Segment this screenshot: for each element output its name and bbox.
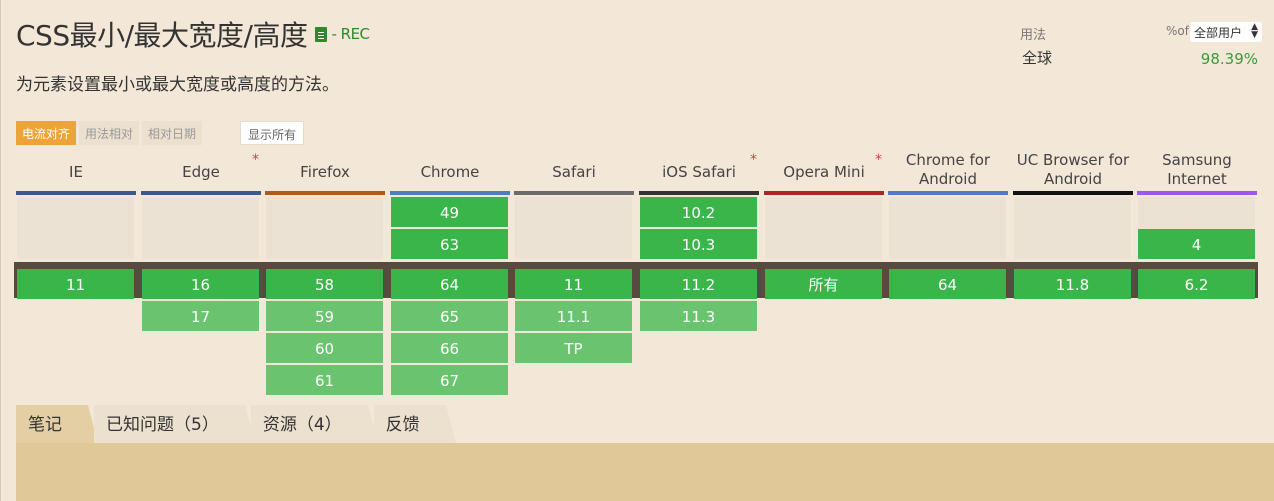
version-cell-empty[interactable] xyxy=(266,197,383,259)
browser-column: Opera Mini * xyxy=(764,150,884,195)
version-cell-future[interactable]: 60 xyxy=(266,333,383,363)
usage-panel: 用法 全球 %of 全部用户 ▲ ▼ 98.39% xyxy=(1020,22,1270,82)
version-cell-past[interactable]: 10.2 xyxy=(640,197,757,227)
tab-known-issues[interactable]: 已知问题（5） xyxy=(94,405,255,443)
tab-current-aligned[interactable]: 电流对齐 xyxy=(16,121,77,145)
tab-feedback[interactable]: 反馈 xyxy=(373,405,456,443)
usage-percent: 98.39% xyxy=(1200,50,1258,68)
version-cell-past[interactable]: 63 xyxy=(391,229,508,259)
spec-status[interactable]: - REC xyxy=(331,25,370,43)
browser-color-bar xyxy=(390,191,510,195)
browser-color-bar xyxy=(639,191,759,195)
version-cell-future[interactable]: 11.3 xyxy=(640,301,757,331)
browser-column: Firefox xyxy=(265,150,385,195)
browser-name: UC Browser for Android xyxy=(1016,151,1130,188)
version-cell-future[interactable]: 67 xyxy=(391,365,508,395)
version-cell-current[interactable]: 6.2 xyxy=(1138,269,1255,299)
note-star[interactable]: * xyxy=(875,152,882,168)
select-arrows-icon: ▲ ▼ xyxy=(1251,22,1258,40)
tab-resources[interactable]: 资源（4） xyxy=(250,405,378,443)
version-cell-current[interactable]: 所有 xyxy=(765,269,882,299)
user-type-value: 全部用户 xyxy=(1194,26,1243,40)
browser-color-bar xyxy=(1013,191,1133,195)
version-cell-current[interactable]: 64 xyxy=(889,269,1006,299)
browser-column: UC Browser for Android xyxy=(1013,150,1133,195)
user-type-select[interactable]: 全部用户 ▲ ▼ xyxy=(1190,22,1262,42)
note-star[interactable]: * xyxy=(252,152,259,168)
version-cell-future[interactable]: 11.1 xyxy=(515,301,632,331)
version-cell-empty[interactable] xyxy=(765,197,882,259)
browser-column: IE xyxy=(16,150,136,195)
note-star[interactable]: * xyxy=(750,152,757,168)
browser-column: iOS Safari * xyxy=(639,150,759,195)
percent-of-label: %of xyxy=(1166,24,1189,38)
browser-column: Samsung Internet xyxy=(1137,150,1257,195)
browser-color-bar xyxy=(141,191,261,195)
version-cell-past[interactable]: 49 xyxy=(391,197,508,227)
version-cell-future[interactable]: 66 xyxy=(391,333,508,363)
page-title: CSS最小/最大宽度/高度 - REC xyxy=(16,14,370,54)
browser-color-bar xyxy=(888,191,1008,195)
version-cell-empty[interactable] xyxy=(142,197,259,259)
browser-color-bar xyxy=(16,191,136,195)
show-all-button[interactable]: 显示所有 xyxy=(240,121,305,145)
version-cell-current[interactable]: 64 xyxy=(391,269,508,299)
version-cell-empty[interactable] xyxy=(889,197,1006,259)
version-cell-future[interactable]: TP xyxy=(515,333,632,363)
browser-name: Firefox xyxy=(300,162,350,181)
version-cell-future[interactable]: 61 xyxy=(266,365,383,395)
version-cell-future[interactable]: 59 xyxy=(266,301,383,331)
version-cell-current[interactable]: 11 xyxy=(17,269,134,299)
browser-name: Opera Mini xyxy=(783,162,865,181)
browser-name: iOS Safari xyxy=(662,162,736,181)
feature-title: CSS最小/最大宽度/高度 xyxy=(16,19,308,52)
notes-panel xyxy=(16,443,1274,501)
feature-description: 为元素设置最小或最大宽度或高度的方法。 xyxy=(16,75,339,95)
version-cell-empty[interactable] xyxy=(17,197,134,259)
browser-name: Samsung Internet xyxy=(1162,151,1232,188)
tab-notes[interactable]: 笔记 xyxy=(16,405,98,443)
version-cell-past[interactable]: 10.3 xyxy=(640,229,757,259)
version-cell-future[interactable]: 65 xyxy=(391,301,508,331)
version-cell-current[interactable]: 58 xyxy=(266,269,383,299)
browser-name: Safari xyxy=(552,162,596,181)
version-cell-empty[interactable] xyxy=(515,197,632,259)
tab-date-relative[interactable]: 相对日期 xyxy=(142,121,203,145)
view-tabs: 电流对齐 用法相对 相对日期 xyxy=(16,121,205,145)
usage-region: 全球 xyxy=(1022,49,1053,67)
tab-usage-relative[interactable]: 用法相对 xyxy=(79,121,140,145)
version-cell-current[interactable]: 16 xyxy=(142,269,259,299)
version-cell-future[interactable]: 17 xyxy=(142,301,259,331)
version-cell-past[interactable]: 4 xyxy=(1138,229,1255,259)
browser-name: IE xyxy=(69,162,83,181)
browser-name: Edge xyxy=(182,162,220,181)
version-cell-empty[interactable] xyxy=(1014,197,1131,259)
browser-column: Safari xyxy=(514,150,634,195)
browser-column: Edge * xyxy=(141,150,261,195)
browser-name: Chrome xyxy=(420,162,480,181)
browser-column: Chrome xyxy=(390,150,510,195)
version-cell-current[interactable]: 11 xyxy=(515,269,632,299)
document-icon[interactable] xyxy=(315,26,328,42)
browser-column: Chrome for Android xyxy=(888,150,1008,195)
version-cell-current[interactable]: 11.8 xyxy=(1014,269,1131,299)
browser-name: Chrome for Android xyxy=(905,151,991,188)
browser-color-bar xyxy=(1137,191,1257,195)
browser-color-bar xyxy=(514,191,634,195)
usage-label: 用法 xyxy=(1020,28,1047,43)
browser-color-bar xyxy=(265,191,385,195)
browser-color-bar xyxy=(764,191,884,195)
bottom-tabs: 笔记 已知问题（5） 资源（4） 反馈 xyxy=(16,405,456,443)
version-cell-current[interactable]: 11.2 xyxy=(640,269,757,299)
